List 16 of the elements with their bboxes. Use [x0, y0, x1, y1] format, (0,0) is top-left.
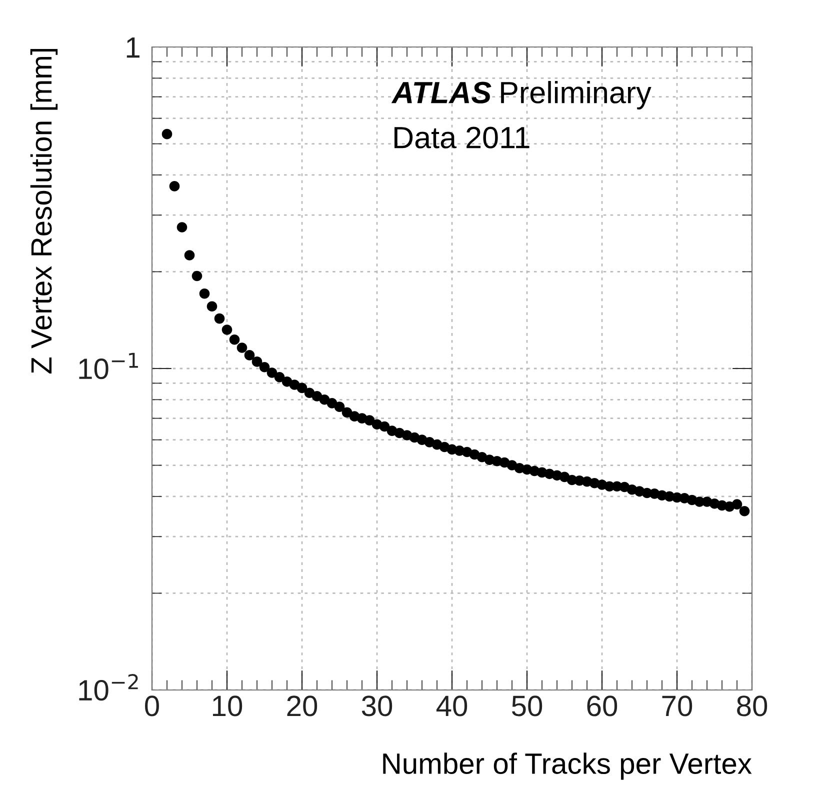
x-tick-label: 30: [362, 696, 392, 716]
x-tick-label: 20: [287, 696, 318, 716]
y-tick-label: 10$^{−2}$: [79, 674, 138, 701]
y-tick-label: 1: [126, 38, 140, 58]
x-tick-label: 70: [662, 696, 692, 716]
annotation: Data 2011: [394, 126, 530, 148]
y-axis-title: Z Vertex Resolution [mm]: [30, 49, 58, 374]
x-tick-label: 40: [436, 696, 468, 716]
annotation: ATLAS Preliminary: [391, 80, 652, 110]
y-tick-label: 10$^{−1}$: [79, 352, 138, 380]
x-tick-label: 80: [737, 696, 768, 716]
x-tick-label: 0: [145, 696, 159, 716]
x-tick-label: 10: [213, 696, 242, 716]
x-tick-label: 50: [512, 696, 542, 716]
x-axis-title: Number of Tracks per Vertex: [383, 752, 752, 780]
x-tick-label: 60: [587, 696, 618, 716]
